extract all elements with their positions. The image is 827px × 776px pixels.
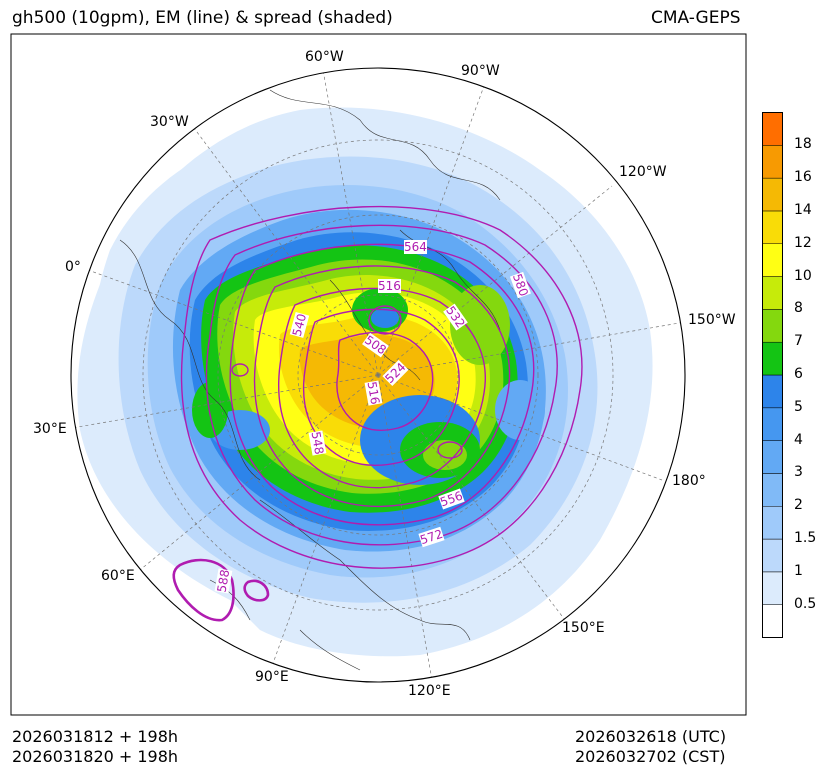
colorbar-level-label: 14	[794, 201, 812, 218]
meridian-label-150e: 150°E	[562, 620, 605, 636]
colorbar-swatch	[762, 538, 783, 573]
colorbar-level-label: 10	[794, 267, 812, 284]
colorbar-level-label: 8	[794, 300, 803, 317]
init-time-cst: 2026031820 + 198h	[12, 747, 179, 766]
colorbar-level-label: 4	[794, 431, 803, 448]
colorbar-swatch	[762, 210, 783, 244]
map-boundary	[70, 67, 686, 683]
colorbar-level-label: 0.5	[794, 595, 817, 612]
colorbar-swatch	[762, 112, 783, 146]
meridian-label-90w: 90°W	[461, 63, 500, 79]
map-frame	[10, 33, 747, 716]
model-name: CMA-GEPS	[651, 8, 741, 28]
colorbar-level-label: 7	[794, 333, 803, 350]
init-time-utc: 2026031812 + 198h	[12, 727, 179, 746]
meridian-label-150w: 150°W	[688, 312, 736, 328]
contour-label-564: 564	[404, 240, 427, 254]
colorbar-level-label: 16	[794, 169, 812, 186]
colorbar-level-label: 6	[794, 366, 803, 382]
chart-title: gh500 (10gpm), EM (line) & spread (shade…	[12, 8, 393, 28]
valid-time-cst: 2026032702 (CST)	[575, 747, 726, 766]
colorbar-level-label: 1.5	[794, 530, 817, 547]
colorbar-swatch	[762, 243, 783, 277]
meridian-label-120w: 120°W	[619, 164, 667, 180]
meridian-label-60w: 60°W	[305, 49, 344, 65]
meridian-label-120e: 120°E	[408, 683, 451, 699]
meridian-label-90e: 90°E	[255, 669, 289, 685]
colorbar-swatch	[762, 276, 783, 310]
colorbar-swatch	[762, 177, 783, 212]
colorbar-swatch	[762, 374, 783, 409]
valid-time-utc: 2026032618 (UTC)	[575, 727, 727, 746]
colorbar-swatch	[762, 473, 783, 507]
colorbar-swatch	[762, 145, 783, 179]
colorbar-swatch	[762, 341, 783, 376]
contour-588	[172, 558, 270, 622]
colorbar-level-label: 2	[794, 497, 803, 514]
colorbar-level-label: 12	[794, 234, 812, 251]
meridian-label-30w: 30°W	[150, 114, 189, 130]
graticule	[71, 69, 685, 681]
em-contours	[180, 205, 583, 569]
colorbar-level-label: 1	[794, 562, 803, 579]
colorbar-swatch	[762, 506, 783, 540]
colorbar-level-label: 3	[794, 464, 803, 481]
meridian-label-60e: 60°E	[101, 568, 135, 584]
contour-label-516-a: 516	[378, 279, 401, 293]
colorbar-swatch	[762, 440, 783, 474]
meridian-label-180: 180°	[672, 473, 706, 489]
colorbar-swatch	[762, 407, 783, 441]
colorbar	[762, 112, 783, 638]
colorbar-swatch	[762, 571, 783, 605]
colorbar-swatch	[762, 604, 783, 638]
colorbar-level-label: 5	[794, 398, 803, 415]
colorbar-level-label: 18	[794, 136, 812, 153]
colorbar-swatch	[762, 309, 783, 343]
meridian-label-30e: 30°E	[33, 421, 67, 437]
meridian-label-0: 0°	[65, 259, 81, 275]
